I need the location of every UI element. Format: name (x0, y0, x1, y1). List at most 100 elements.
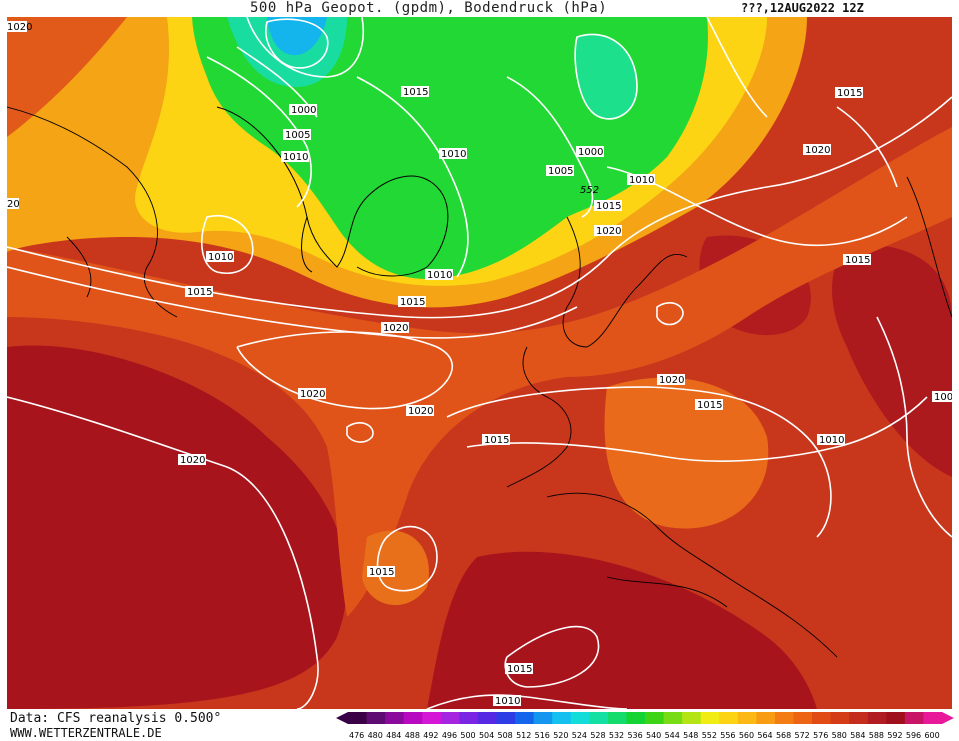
legend-swatch (403, 712, 423, 724)
legend-tick-label: 508 (498, 731, 513, 740)
svg-text:1020: 1020 (596, 226, 621, 237)
legend-swatch (552, 712, 572, 724)
legend-arrow-right (942, 712, 954, 724)
isobar-label: 1005 (283, 129, 311, 141)
legend-tick-label: 580 (832, 731, 847, 740)
isobar-label: 1015 (835, 87, 863, 99)
legend-swatch (477, 712, 497, 724)
svg-text:100: 100 (934, 392, 952, 403)
legend-tick-label: 544 (665, 731, 680, 740)
svg-text:1000: 1000 (578, 147, 603, 158)
isobar-label: 1020 (594, 225, 622, 237)
isobar-label: 1010 (425, 269, 453, 281)
legend-swatch (459, 712, 479, 724)
isobar-label: 1000 (289, 104, 317, 116)
isobar-label: 1015 (367, 566, 395, 578)
legend-tick-label: 516 (535, 731, 550, 740)
legend-tick-label: 556 (720, 731, 735, 740)
isobar-labels: 1020 1010 1000 1005 1010 1015 1010 1000 … (7, 21, 952, 707)
deep-red-atlantic (7, 345, 348, 709)
legend-tick-label: 480 (368, 731, 383, 740)
isobar-label: 1010 (493, 695, 521, 707)
legend-swatch (774, 712, 794, 724)
legend-tick-label: 568 (776, 731, 791, 740)
isobar-label: 1020 (803, 144, 831, 156)
svg-text:1010: 1010 (495, 696, 520, 707)
legend-tick-label: 596 (906, 731, 921, 740)
isobar-label: 1010 (439, 148, 467, 160)
legend-swatch (682, 712, 702, 724)
orange-band (7, 127, 952, 617)
color-legend: 476 480 484 488 492 496 500 504 508 512 516 520 524 5… (336, 712, 954, 740)
legend-tick-label: 488 (405, 731, 420, 740)
legend-swatch (849, 712, 869, 724)
legend-swatch (515, 712, 535, 724)
legend-swatch (626, 712, 646, 724)
legend-tick-label: 576 (813, 731, 828, 740)
svg-text:1020: 1020 (7, 22, 32, 33)
svg-text:1015: 1015 (596, 201, 621, 212)
legend-tick-label: 572 (795, 731, 810, 740)
teal-secondary (575, 34, 637, 119)
legend-tick-label: 520 (553, 731, 568, 740)
svg-text:1020: 1020 (300, 389, 325, 400)
legend-tick-label: 504 (479, 731, 494, 740)
isobar-label: 1020 (298, 388, 326, 400)
legend-tick-label: 532 (609, 731, 624, 740)
blue-core (267, 17, 327, 56)
svg-text:1010: 1010 (283, 152, 308, 163)
legend-swatch (440, 712, 460, 724)
legend-tick-label: 512 (516, 731, 531, 740)
orange-canada (7, 17, 177, 227)
svg-text:1015: 1015 (697, 400, 722, 411)
svg-text:1005: 1005 (285, 130, 310, 141)
svg-text:20: 20 (7, 199, 20, 210)
legend-swatch (867, 712, 887, 724)
legend-tick-label: 588 (869, 731, 884, 740)
legend-swatch (348, 712, 368, 724)
legend-tick-label: 592 (887, 731, 902, 740)
legend-swatch (385, 712, 405, 724)
legend-swatch (793, 712, 813, 724)
isobar-label: 1015 (843, 254, 871, 266)
svg-text:1020: 1020 (180, 455, 205, 466)
isobar-label: 1015 (401, 86, 429, 98)
legend-swatch (496, 712, 516, 724)
svg-text:1020: 1020 (383, 323, 408, 334)
special-label: 552 (580, 185, 599, 196)
svg-text:1015: 1015 (484, 435, 509, 446)
legend-swatch (719, 712, 739, 724)
svg-text:1010: 1010 (215, 252, 240, 263)
isobar-label: 1010 (281, 151, 309, 163)
legend-tick-label: 600 (924, 731, 939, 740)
legend-tick-label: 524 (572, 731, 587, 740)
weather-map: 1020 1010 1000 1005 1010 1015 1010 1000 … (7, 17, 952, 709)
isobar-label: 1005 (546, 165, 574, 177)
svg-text:1010: 1010 (629, 175, 654, 186)
legend-swatch (533, 712, 553, 724)
svg-text:1015: 1015 (369, 567, 394, 578)
isobar-label: 1015 (482, 434, 510, 446)
isobar-label: 1010 (206, 251, 234, 263)
legend-tick-label: 564 (757, 731, 772, 740)
legend-tick-label: 492 (423, 731, 438, 740)
legend-swatch (570, 712, 590, 724)
legend-swatch (756, 712, 776, 724)
isobar-label: 1000 (576, 146, 604, 158)
svg-text:1015: 1015 (837, 88, 862, 99)
legend-tick-label: 552 (702, 731, 717, 740)
isobar-lines (7, 17, 952, 709)
legend-swatch (607, 712, 627, 724)
source-url: WWW.WETTERZENTRALE.DE (10, 726, 162, 740)
legend-tick-label: 560 (739, 731, 754, 740)
legend-swatch (904, 712, 924, 724)
svg-text:1010: 1010 (427, 270, 452, 281)
legend-swatch (422, 712, 442, 724)
svg-text:1000: 1000 (291, 105, 316, 116)
svg-text:1020: 1020 (659, 375, 684, 386)
svg-text:1010: 1010 (819, 435, 844, 446)
legend-swatch (700, 712, 720, 724)
isobar-label: 1020 (406, 405, 434, 417)
svg-text:1020: 1020 (805, 145, 830, 156)
legend-swatch (830, 712, 850, 724)
